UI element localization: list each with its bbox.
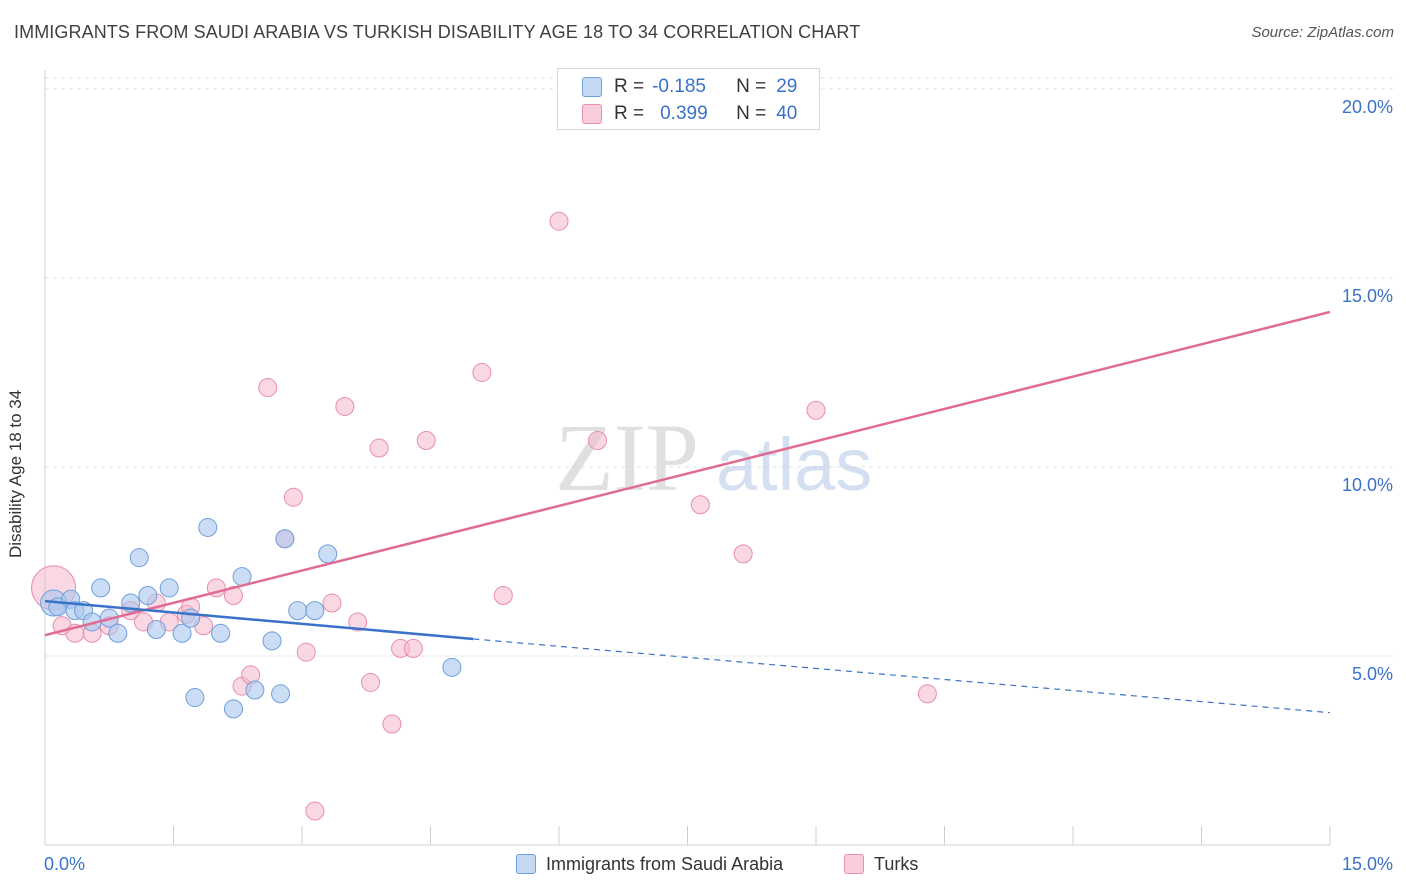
saudi-point xyxy=(138,585,158,605)
saudi-point xyxy=(159,578,179,598)
legend-swatch-pink xyxy=(844,854,864,874)
watermark: ZIP atlas xyxy=(555,404,872,511)
legend-item-turks: Turks xyxy=(844,852,918,876)
chart-title: IMMIGRANTS FROM SAUDI ARABIA VS TURKISH … xyxy=(14,22,861,42)
saudi-trend-extension xyxy=(473,638,1331,714)
saudi-point xyxy=(262,631,282,651)
tick-labels: 5.0% 10.0% 15.0% 20.0% 0.0% 15.0% xyxy=(44,97,1393,874)
y-axis-label: Disability Age 18 to 34 xyxy=(6,389,25,558)
turks-point xyxy=(361,672,381,692)
legend-item-saudi: Immigrants from Saudi Arabia xyxy=(516,852,783,876)
turks-point xyxy=(258,378,278,398)
y-tick-label: 10.0% xyxy=(1342,475,1393,495)
x-tick-label-min: 0.0% xyxy=(44,854,85,874)
saudi-point xyxy=(172,623,192,643)
series-legend: Immigrants from Saudi Arabia Turks xyxy=(0,852,1406,878)
legend-r-value: -0.185 xyxy=(652,76,706,97)
turks-point xyxy=(382,714,402,734)
y-tick-label: 20.0% xyxy=(1342,97,1393,117)
turks-point xyxy=(472,362,492,382)
legend-n-value: 40 xyxy=(776,103,798,124)
turks-point xyxy=(806,400,826,420)
saudi-point xyxy=(318,544,338,564)
legend-row-turks: R = 0.399 N = 40 xyxy=(582,102,797,126)
turks-point xyxy=(348,612,368,632)
legend-r-value: 0.399 xyxy=(660,103,708,124)
correlation-legend: R = -0.185 N = 29 R = 0.399 N = 40 xyxy=(557,68,820,130)
turks-point xyxy=(416,430,436,450)
saudi-point xyxy=(129,548,149,568)
turks-point xyxy=(588,430,608,450)
legend-n-value: 29 xyxy=(776,76,798,97)
turks-point xyxy=(493,585,513,605)
legend-swatch-blue xyxy=(582,77,602,97)
legend-swatch-blue xyxy=(516,854,536,874)
turks-point xyxy=(283,487,303,507)
saudi-point xyxy=(223,699,243,719)
y-tick-label: 5.0% xyxy=(1352,664,1393,684)
turks-point xyxy=(296,642,316,662)
watermark-atlas: atlas xyxy=(716,423,872,506)
turks-trend-line xyxy=(44,310,1331,637)
saudi-point xyxy=(108,623,128,643)
trend-lines xyxy=(44,310,1331,714)
turks-point xyxy=(917,684,937,704)
turks-point xyxy=(335,396,355,416)
legend-n-label: N = xyxy=(736,76,767,97)
turks-point xyxy=(403,638,423,658)
saudi-point xyxy=(198,517,218,537)
saudi-point xyxy=(181,608,201,628)
saudi-point xyxy=(305,601,325,621)
watermark-zip: ZIP xyxy=(555,404,699,511)
saudi-point xyxy=(288,601,308,621)
source-label: Source: ZipAtlas.com xyxy=(1251,24,1394,41)
legend-r-label: R = xyxy=(614,103,645,124)
turks-point xyxy=(322,593,342,613)
saudi-point xyxy=(271,684,291,704)
turks-point xyxy=(369,438,389,458)
legend-label-turks: Turks xyxy=(874,853,919,874)
saudi-point xyxy=(91,578,111,598)
legend-row-saudi: R = -0.185 N = 29 xyxy=(582,75,797,99)
x-tick-label-max: 15.0% xyxy=(1342,854,1393,874)
legend-n-label: N = xyxy=(736,103,767,124)
turks-point xyxy=(549,211,569,231)
saudi-trend-line xyxy=(44,599,474,641)
saudi-point xyxy=(185,688,205,708)
saudi-point xyxy=(275,529,295,549)
legend-label-saudi: Immigrants from Saudi Arabia xyxy=(546,853,784,874)
y-tick-label: 15.0% xyxy=(1342,286,1393,306)
saudi-point xyxy=(442,657,462,677)
turks-points xyxy=(31,79,937,821)
legend-swatch-pink xyxy=(582,104,602,124)
turks-point xyxy=(690,495,710,515)
turks-point xyxy=(305,801,325,821)
axis-layer xyxy=(44,70,1331,846)
saudi-point xyxy=(245,680,265,700)
turks-point xyxy=(733,544,753,564)
legend-r-label: R = xyxy=(614,76,645,97)
saudi-point xyxy=(146,620,166,640)
saudi-point xyxy=(211,623,231,643)
